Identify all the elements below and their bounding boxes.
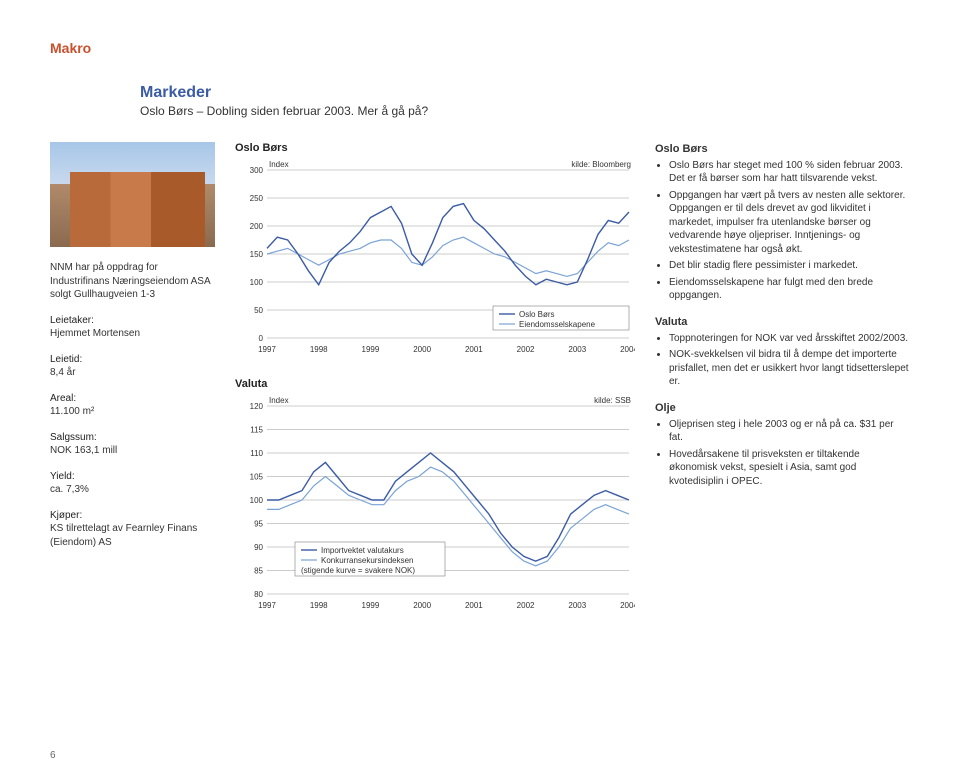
bullet-item: NOK-svekkelsen vil bidra til å dempe det… (669, 348, 910, 389)
svg-text:100: 100 (250, 278, 264, 287)
svg-text:Eiendomsselskapene: Eiendomsselskapene (519, 320, 596, 329)
meta-item: Yield:ca. 7,3% (50, 470, 215, 497)
svg-text:kilde: Bloomberg: kilde: Bloomberg (571, 160, 631, 169)
svg-text:0: 0 (259, 334, 264, 343)
meta-value: Hjemmet Mortensen (50, 327, 215, 341)
meta-label: Salgssum: (50, 431, 215, 445)
svg-text:90: 90 (254, 543, 263, 552)
svg-text:kilde: SSB: kilde: SSB (594, 396, 631, 405)
svg-text:1997: 1997 (258, 601, 276, 610)
meta-value: NOK 163,1 mill (50, 444, 215, 458)
bullet-item: Det blir stadig flere pessimister i mark… (669, 259, 910, 273)
svg-text:1998: 1998 (310, 601, 328, 610)
meta-label: Kjøper: (50, 509, 215, 523)
svg-text:100: 100 (250, 496, 264, 505)
svg-text:120: 120 (250, 402, 264, 411)
page-number: 6 (50, 750, 56, 761)
svg-text:Oslo Børs: Oslo Børs (519, 310, 555, 319)
svg-text:2002: 2002 (517, 345, 535, 354)
page-header: Makro (50, 40, 910, 56)
svg-text:(stigende kurve = svakere NOK): (stigende kurve = svakere NOK) (301, 566, 415, 575)
meta-value: ca. 7,3% (50, 483, 215, 497)
svg-text:2000: 2000 (413, 345, 431, 354)
svg-text:2003: 2003 (568, 601, 586, 610)
bullet-item: Eiendomsselskapene har fulgt med den bre… (669, 276, 910, 303)
svg-text:2001: 2001 (465, 345, 483, 354)
svg-text:2003: 2003 (568, 345, 586, 354)
chart-oslo-bors: Oslo Børs 0 50 100 150 200 250 300 1997 1998 1999… (235, 142, 635, 356)
left-column: NNM har på oppdrag for Industrifinans Næ… (50, 142, 215, 561)
svg-text:Index: Index (269, 160, 289, 169)
chart-valuta: Valuta 80 85 90 95 100 105 110 115 120 1997 1998 19… (235, 378, 635, 612)
svg-text:105: 105 (250, 473, 264, 482)
chart1-title: Oslo Børs (235, 142, 635, 154)
meta-value: 8,4 år (50, 366, 215, 380)
meta-value: 11.100 m² (50, 405, 215, 419)
svg-text:2002: 2002 (517, 601, 535, 610)
meta-item: Leietaker:Hjemmet Mortensen (50, 314, 215, 341)
meta-item: Leietid:8,4 år (50, 353, 215, 380)
meta-label: Leietid: (50, 353, 215, 367)
chart2-svg: 80 85 90 95 100 105 110 115 120 1997 1998 1999 2000 2… (235, 392, 635, 612)
section-subtitle: Oslo Børs – Dobling siden februar 2003. … (140, 104, 910, 118)
meta-label: Areal: (50, 392, 215, 406)
meta-item: Salgssum:NOK 163,1 mill (50, 431, 215, 458)
svg-text:1999: 1999 (362, 345, 380, 354)
svg-text:Importvektet valutakurs: Importvektet valutakurs (321, 546, 404, 555)
left-intro: NNM har på oppdrag for Industrifinans Næ… (50, 261, 215, 302)
meta-label: Leietaker: (50, 314, 215, 328)
right-heading: Oslo Børs (655, 142, 910, 157)
chart2-title: Valuta (235, 378, 635, 390)
svg-text:2001: 2001 (465, 601, 483, 610)
svg-text:85: 85 (254, 567, 263, 576)
svg-text:300: 300 (250, 166, 264, 175)
meta-item: Areal:11.100 m² (50, 392, 215, 419)
main-columns: NNM har på oppdrag for Industrifinans Næ… (50, 142, 910, 634)
right-column: Oslo Børs Oslo Børs har steget med 100 % … (655, 142, 910, 491)
svg-text:2004: 2004 (620, 601, 635, 610)
bullet-item: Oppgangen har vært på tvers av nesten al… (669, 189, 910, 257)
svg-text:1998: 1998 (310, 345, 328, 354)
svg-text:2004: 2004 (620, 345, 635, 354)
svg-text:80: 80 (254, 590, 263, 599)
svg-text:Konkurransekursindeksen: Konkurransekursindeksen (321, 556, 414, 565)
bullet-item: Oljeprisen steg i hele 2003 og er nå på … (669, 418, 910, 445)
svg-text:50: 50 (254, 306, 263, 315)
svg-text:1997: 1997 (258, 345, 276, 354)
right-heading: Valuta (655, 315, 910, 330)
meta-value: KS tilrettelagt av Fearnley Finans (Eien… (50, 522, 215, 549)
bullet-list: Oslo Børs har steget med 100 % siden feb… (655, 159, 910, 303)
svg-text:115: 115 (250, 426, 263, 435)
section-title: Markeder (140, 84, 910, 102)
svg-text:1999: 1999 (362, 601, 380, 610)
svg-text:200: 200 (250, 222, 264, 231)
property-photo (50, 142, 215, 247)
svg-text:Index: Index (269, 396, 289, 405)
bullet-item: Hovedårsakene til prisveksten er tiltake… (669, 448, 910, 489)
bullet-item: Toppnoteringen for NOK var ved årsskifte… (669, 332, 910, 346)
charts-column: Oslo Børs 0 50 100 150 200 250 300 1997 1998 1999… (235, 142, 635, 634)
right-heading: Olje (655, 401, 910, 416)
meta-label: Yield: (50, 470, 215, 484)
meta-item: Kjøper:KS tilrettelagt av Fearnley Finan… (50, 509, 215, 550)
chart1-svg: 0 50 100 150 200 250 300 1997 1998 1999 2000 2001 20… (235, 156, 635, 356)
svg-text:150: 150 (250, 250, 264, 259)
svg-text:95: 95 (254, 520, 263, 529)
svg-text:110: 110 (250, 449, 263, 458)
svg-text:2000: 2000 (413, 601, 431, 610)
bullet-list: Oljeprisen steg i hele 2003 og er nå på … (655, 418, 910, 489)
bullet-list: Toppnoteringen for NOK var ved årsskifte… (655, 332, 910, 389)
svg-text:250: 250 (250, 194, 264, 203)
bullet-item: Oslo Børs har steget med 100 % siden feb… (669, 159, 910, 186)
